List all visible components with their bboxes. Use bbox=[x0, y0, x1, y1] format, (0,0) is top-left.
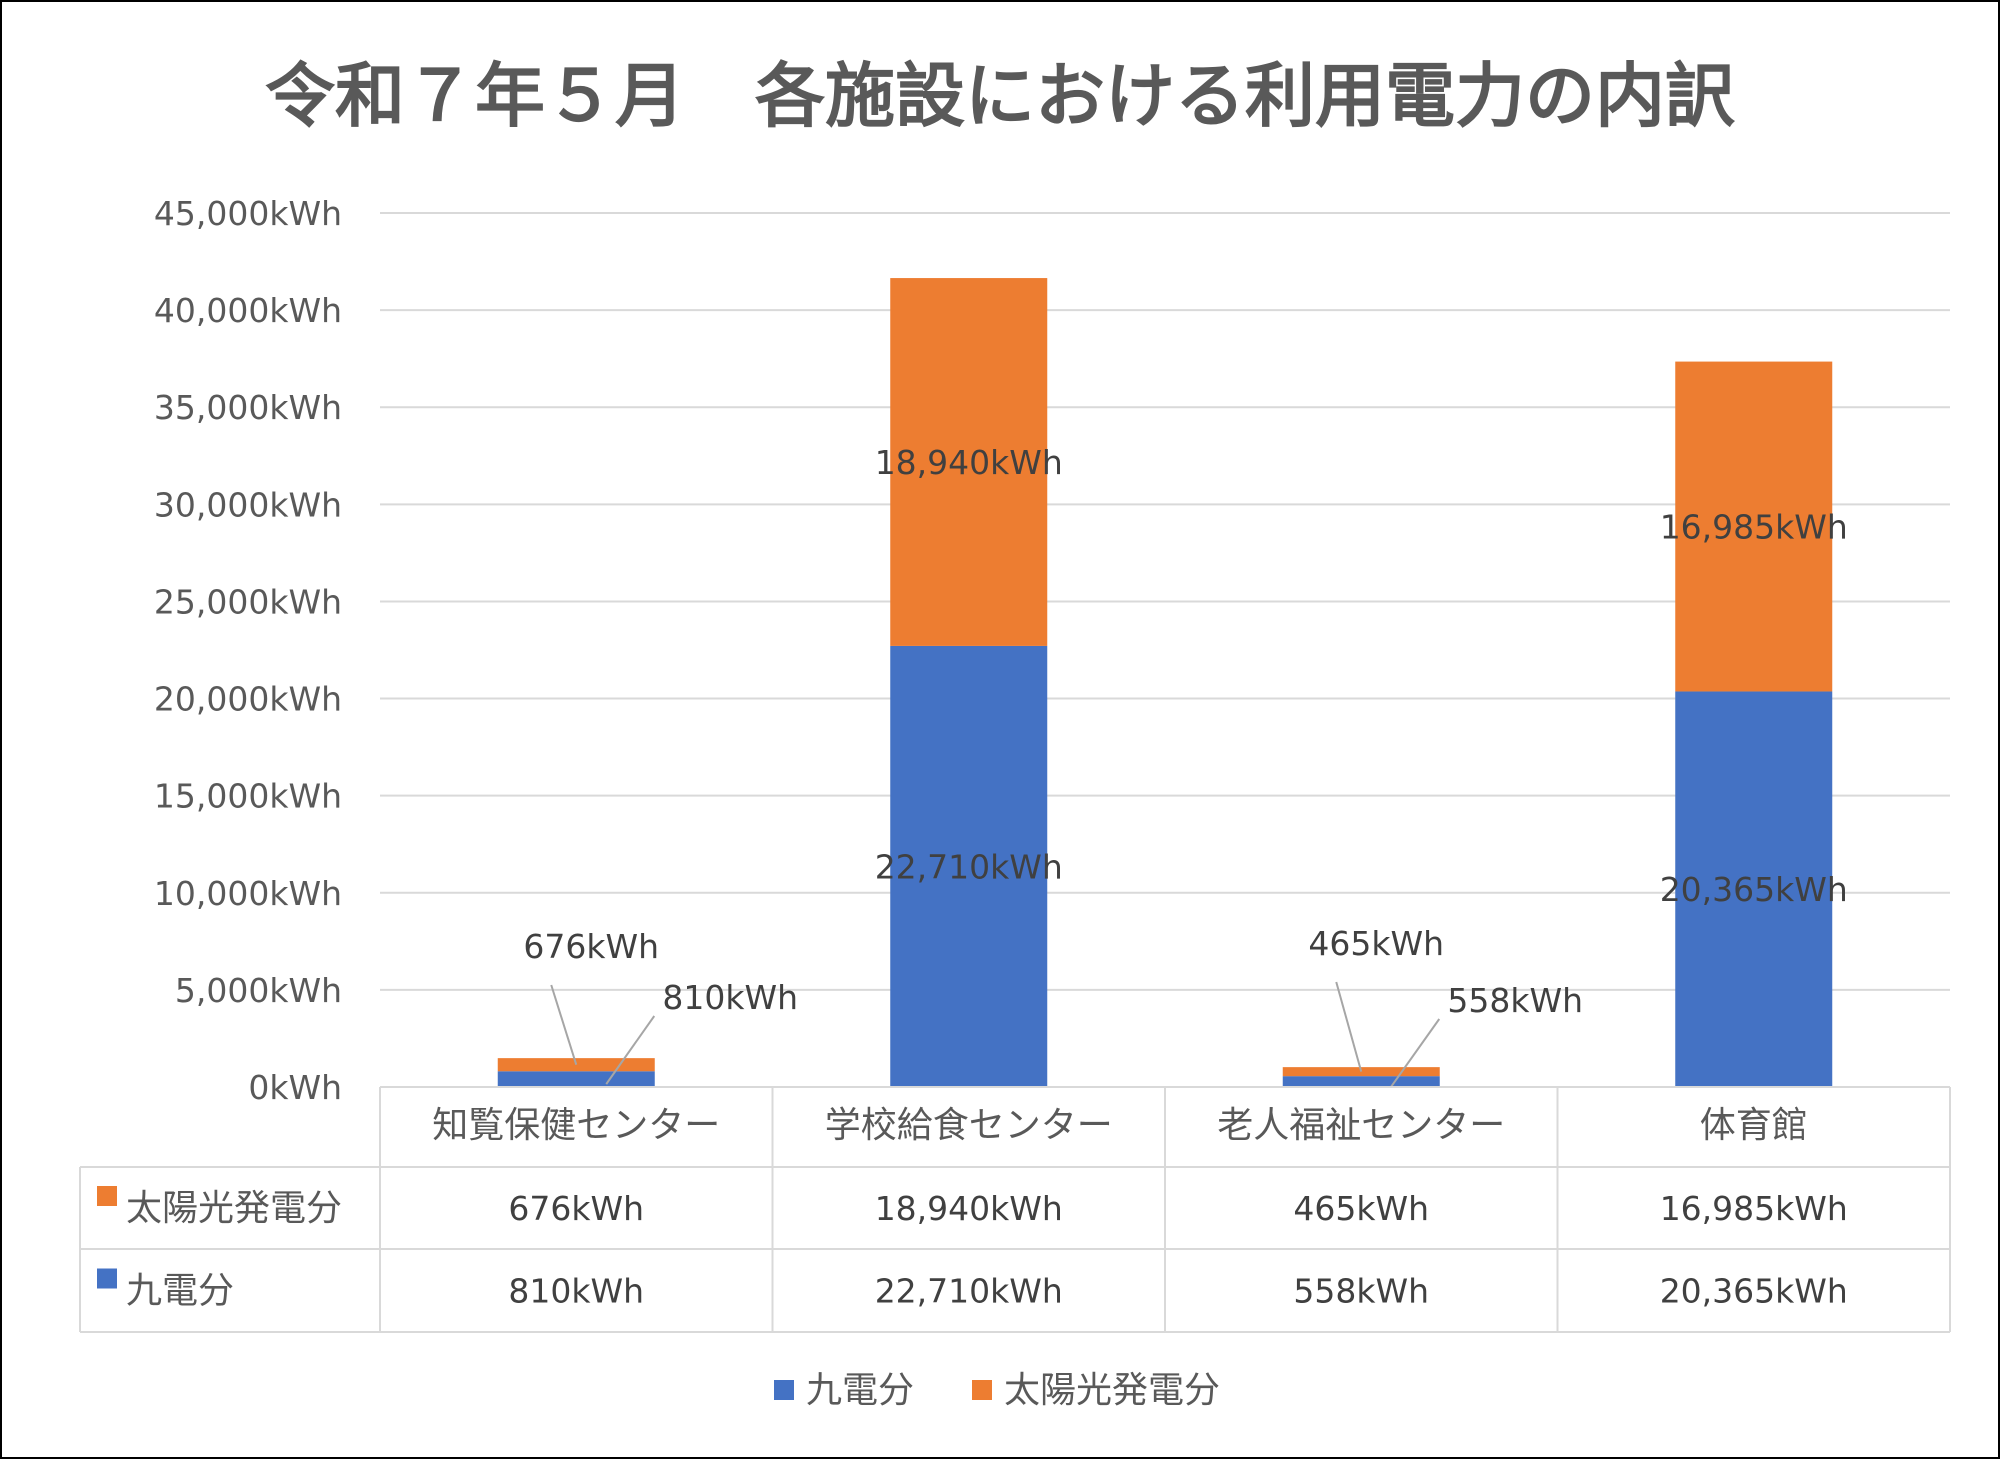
chart-title: 令和７年５月 各施設における利用電力の内訳 bbox=[265, 55, 1736, 137]
bar-segment bbox=[890, 278, 1048, 646]
gridlines bbox=[380, 212, 1950, 991]
category-label: 学校給食センター bbox=[825, 1105, 1113, 1146]
y-tick-label: 20,000kWh bbox=[154, 680, 342, 719]
bar-segment bbox=[1675, 691, 1833, 1087]
table-cell: 810kWh bbox=[508, 1272, 644, 1311]
legend-key bbox=[972, 1380, 992, 1400]
leader-line bbox=[550, 984, 578, 1066]
leader-line bbox=[605, 1015, 656, 1085]
data-label: 22,710kWh bbox=[875, 847, 1063, 886]
legend-key bbox=[774, 1380, 794, 1400]
data-label: 16,985kWh bbox=[1660, 508, 1848, 547]
category-label: 体育館 bbox=[1700, 1105, 1808, 1146]
category-label: 老人福祉センター bbox=[1217, 1105, 1505, 1146]
y-tick-label: 30,000kWh bbox=[154, 485, 342, 524]
y-tick-label: 10,000kWh bbox=[154, 874, 342, 913]
y-tick-label: 15,000kWh bbox=[154, 777, 342, 816]
bar-segment bbox=[1282, 1076, 1440, 1087]
y-tick-label: 5,000kWh bbox=[175, 971, 342, 1010]
table-cell: 676kWh bbox=[508, 1189, 644, 1228]
table-row-header: 太陽光発電分 bbox=[126, 1188, 342, 1229]
y-tick-label: 25,000kWh bbox=[154, 582, 342, 621]
table-cell: 465kWh bbox=[1293, 1189, 1429, 1228]
data-label: 20,365kWh bbox=[1660, 870, 1848, 909]
data-label: 676kWh bbox=[523, 927, 659, 966]
table-row-header: 九電分 bbox=[126, 1271, 234, 1312]
bar-segment bbox=[497, 1071, 655, 1087]
bar-segment bbox=[1675, 361, 1833, 692]
y-tick-label: 45,000kWh bbox=[154, 194, 342, 233]
category-label: 知覧保健センター bbox=[432, 1105, 720, 1146]
data-labels: 22,710kWh 18,940kWh 20,365kWh 16,985kWh 676k… bbox=[523, 443, 1848, 1088]
table-cell: 16,985kWh bbox=[1660, 1189, 1848, 1228]
leader-line bbox=[1335, 981, 1363, 1072]
table-cell: 18,940kWh bbox=[875, 1189, 1063, 1228]
y-tick-label: 35,000kWh bbox=[154, 388, 342, 427]
y-axis-ticks: 0kWh 5,000kWh 10,000kWh 15,000kWh 20,000kWh 2… bbox=[154, 194, 342, 1107]
data-label: 810kWh bbox=[662, 978, 798, 1017]
table-legend-key bbox=[97, 1186, 117, 1206]
table-legend-key bbox=[97, 1268, 117, 1289]
leader-line bbox=[1390, 1018, 1441, 1088]
data-label: 558kWh bbox=[1447, 981, 1583, 1020]
y-tick-label: 40,000kWh bbox=[154, 291, 342, 330]
legend-label: 太陽光発電分 bbox=[1004, 1370, 1220, 1411]
data-label: 465kWh bbox=[1308, 924, 1444, 963]
table-cell: 558kWh bbox=[1293, 1272, 1429, 1311]
legend: 九電分 太陽光発電分 bbox=[774, 1370, 1220, 1411]
bar-segment bbox=[890, 645, 1048, 1087]
data-label: 18,940kWh bbox=[875, 443, 1063, 482]
legend-label: 九電分 bbox=[806, 1370, 914, 1411]
table-cell: 22,710kWh bbox=[875, 1272, 1063, 1311]
table-cell: 20,365kWh bbox=[1660, 1272, 1848, 1311]
bars bbox=[497, 278, 1833, 1087]
y-tick-label: 0kWh bbox=[248, 1068, 342, 1107]
